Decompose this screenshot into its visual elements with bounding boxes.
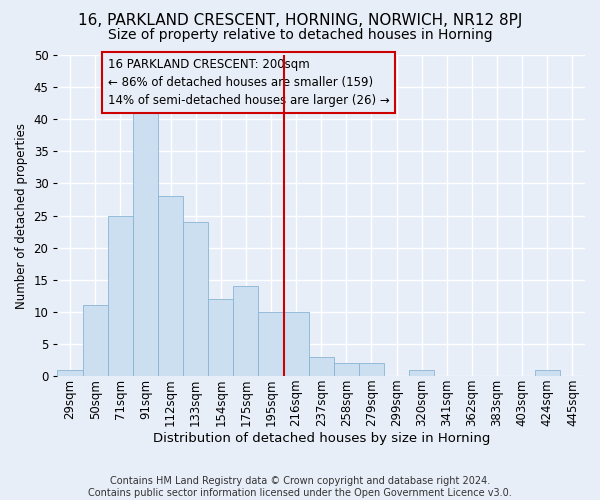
Text: Size of property relative to detached houses in Horning: Size of property relative to detached ho…: [107, 28, 493, 42]
X-axis label: Distribution of detached houses by size in Horning: Distribution of detached houses by size …: [152, 432, 490, 445]
Bar: [133, 113, 158, 376]
Bar: [334, 363, 359, 376]
Bar: [158, 196, 183, 376]
Bar: [83, 306, 108, 376]
Bar: [284, 312, 308, 376]
Bar: [58, 370, 83, 376]
Bar: [535, 370, 560, 376]
Bar: [208, 299, 233, 376]
Text: 16 PARKLAND CRESCENT: 200sqm
← 86% of detached houses are smaller (159)
14% of s: 16 PARKLAND CRESCENT: 200sqm ← 86% of de…: [108, 58, 389, 107]
Bar: [308, 357, 334, 376]
Bar: [259, 312, 284, 376]
Bar: [409, 370, 434, 376]
Bar: [108, 216, 133, 376]
Text: Contains HM Land Registry data © Crown copyright and database right 2024.
Contai: Contains HM Land Registry data © Crown c…: [88, 476, 512, 498]
Bar: [233, 286, 259, 376]
Bar: [359, 363, 384, 376]
Bar: [183, 222, 208, 376]
Y-axis label: Number of detached properties: Number of detached properties: [15, 122, 28, 308]
Text: 16, PARKLAND CRESCENT, HORNING, NORWICH, NR12 8PJ: 16, PARKLAND CRESCENT, HORNING, NORWICH,…: [78, 12, 522, 28]
